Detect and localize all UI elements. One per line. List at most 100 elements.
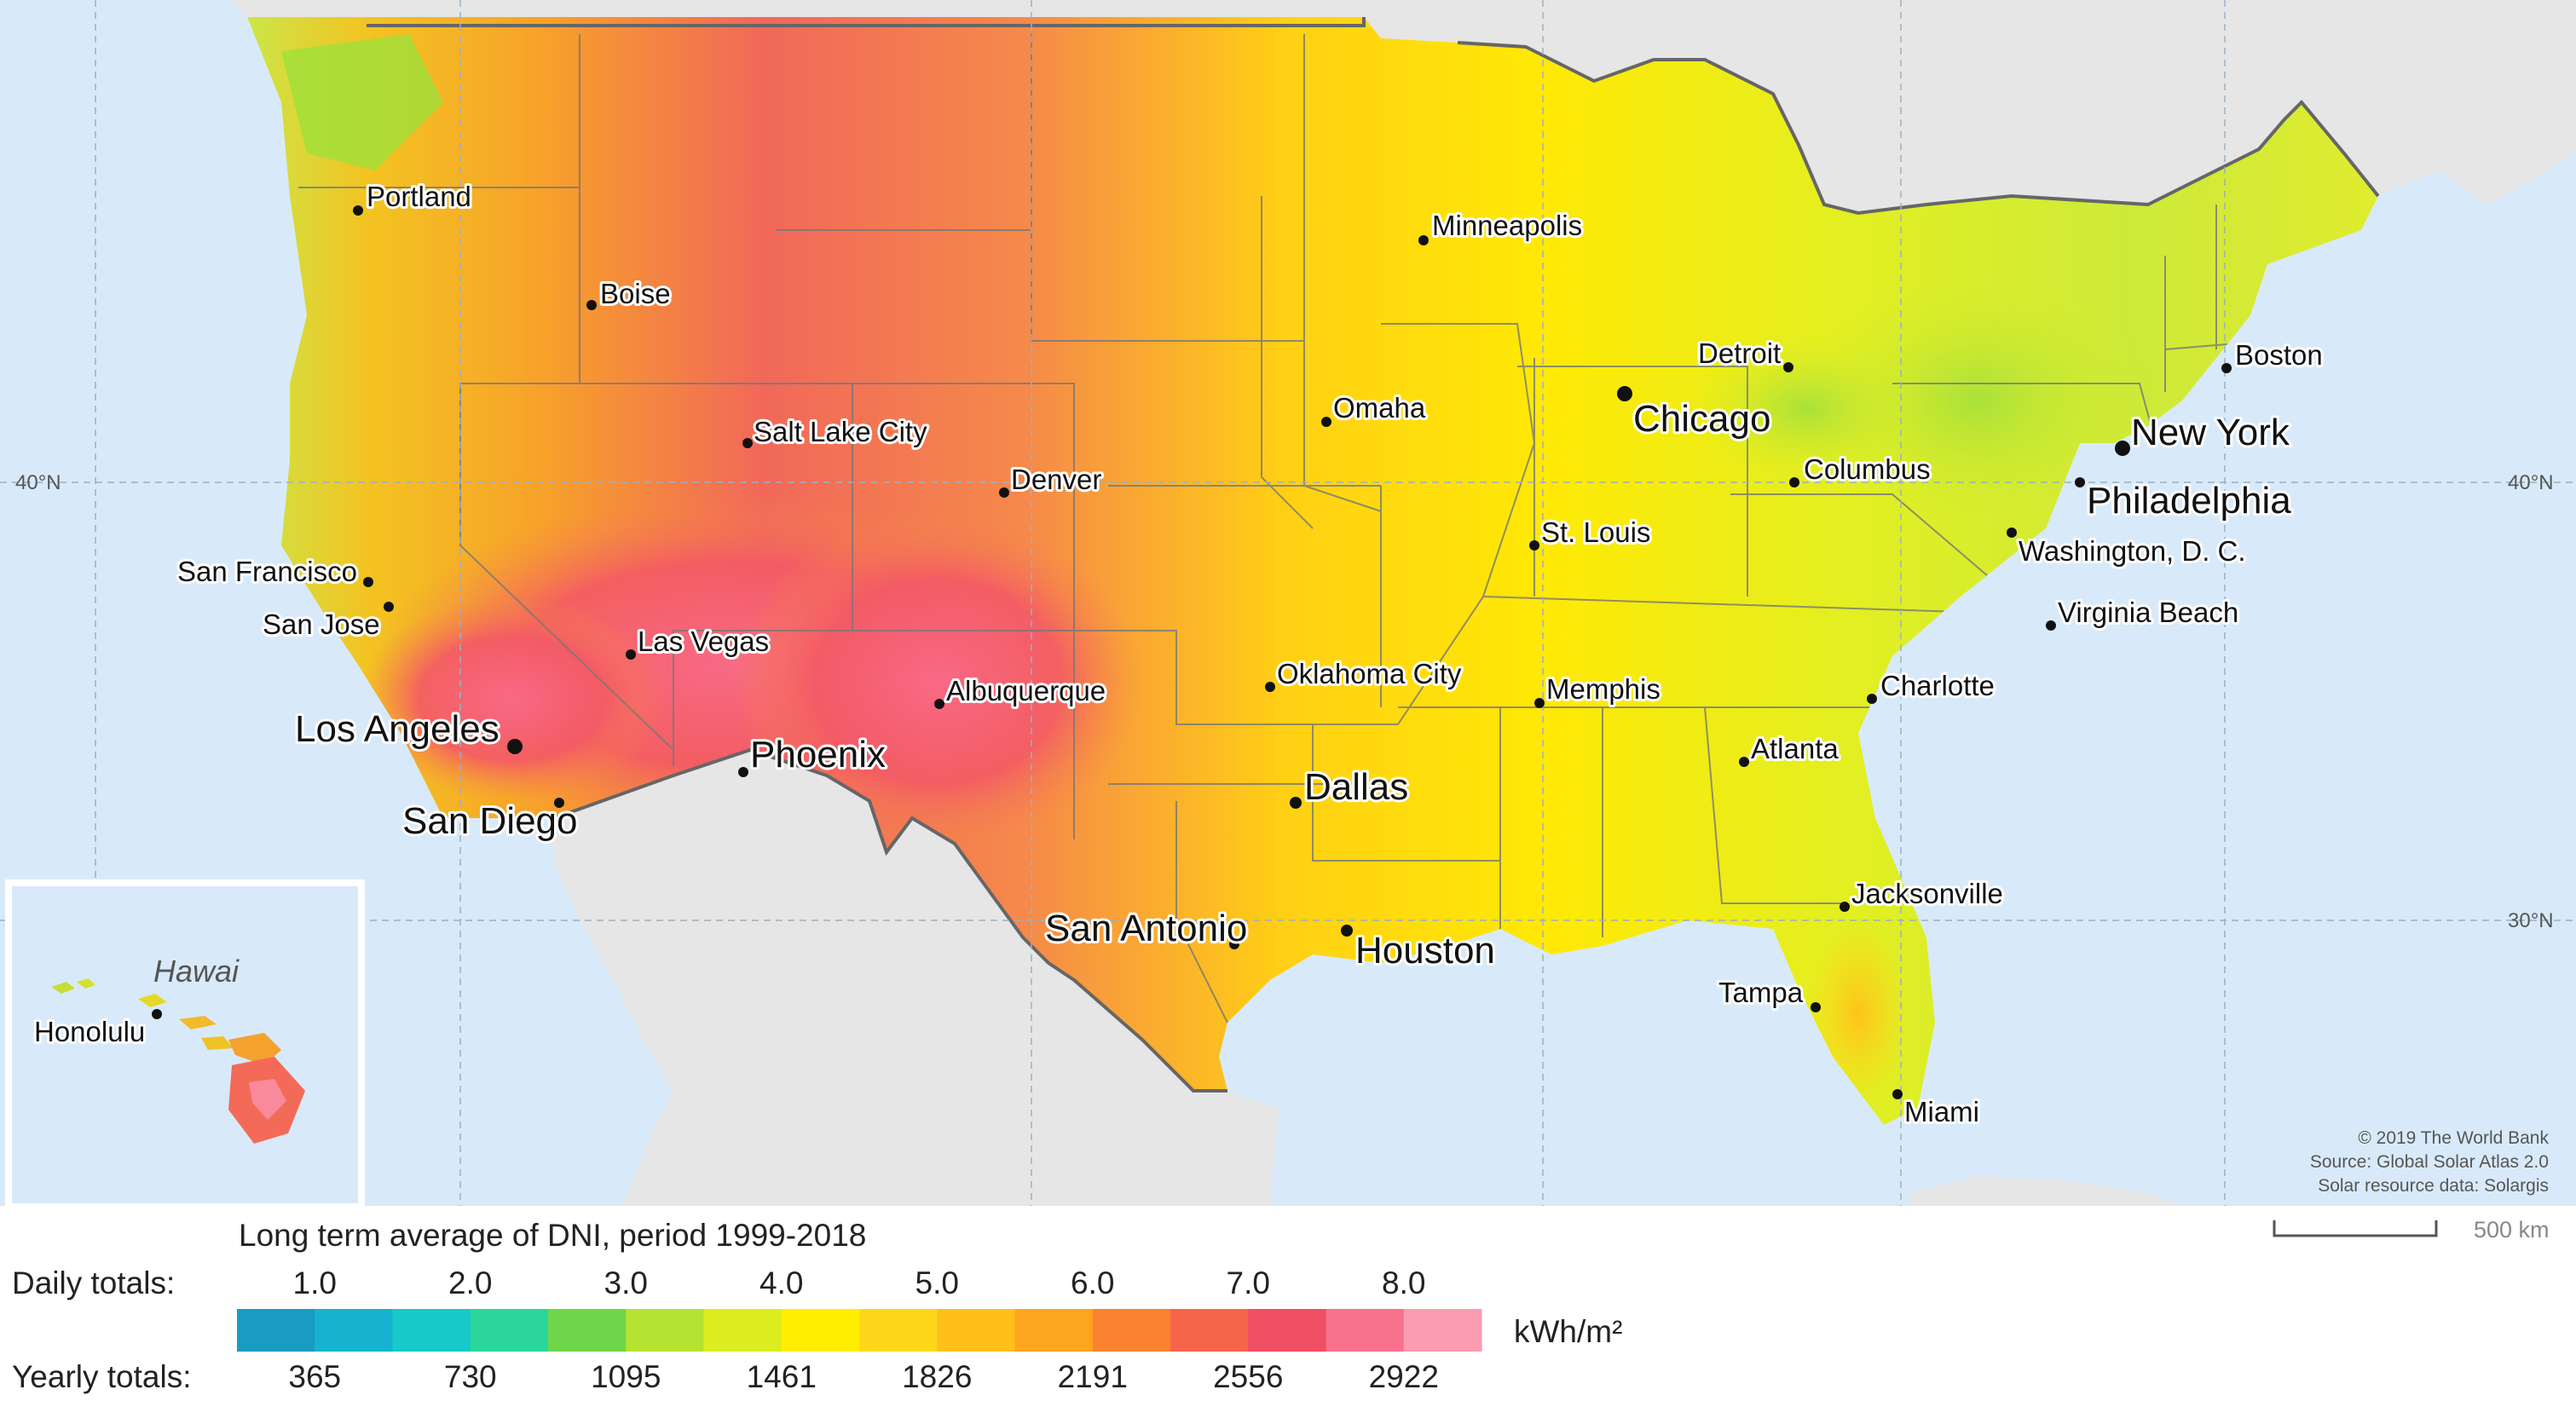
legend-swatch bbox=[626, 1309, 704, 1352]
city-label-detroit: Detroit bbox=[1698, 337, 1781, 369]
city-label-memphis: Memphis bbox=[1546, 673, 1661, 705]
cuba-land bbox=[1909, 1176, 2182, 1206]
city-dot-new-york[interactable] bbox=[2115, 441, 2130, 456]
legend-daily-tick: 4.0 bbox=[760, 1266, 803, 1300]
legend-swatch bbox=[1170, 1309, 1249, 1352]
city-label-denver: Denver bbox=[1011, 464, 1101, 495]
city-label-dallas: Dallas bbox=[1304, 766, 1408, 808]
city-label-phoenix: Phoenix bbox=[750, 734, 886, 775]
legend: Long term average of DNI, period 1999-20… bbox=[12, 1218, 1622, 1394]
city-dot-tampa[interactable] bbox=[1811, 1002, 1821, 1012]
hawaii-inset: Hawai bbox=[5, 879, 365, 1210]
city-label-honolulu: Honolulu bbox=[34, 1016, 145, 1047]
legend-swatch bbox=[1014, 1309, 1094, 1352]
city-label-st-louis: St. Louis bbox=[1541, 516, 1650, 548]
city-dot-san-diego[interactable] bbox=[554, 798, 564, 808]
international-border bbox=[367, 17, 2380, 1093]
legend-daily-label: Daily totals: bbox=[12, 1266, 175, 1300]
city-label-san-antonio: San Antonio bbox=[1045, 908, 1247, 949]
city-dot-atlanta[interactable] bbox=[1739, 757, 1749, 767]
city-label-washington: Washington, D. C. bbox=[2019, 535, 2246, 567]
city-dot-detroit[interactable] bbox=[1783, 362, 1793, 372]
hawaii-title: Hawai bbox=[153, 954, 240, 989]
credit-line-3: Solar resource data: Solargis bbox=[2318, 1176, 2549, 1196]
legend-swatch bbox=[470, 1309, 549, 1352]
city-label-jacksonville: Jacksonville bbox=[1851, 878, 2003, 909]
city-dot-houston[interactable] bbox=[1341, 925, 1353, 937]
city-dot-washington[interactable] bbox=[2007, 528, 2017, 538]
city-label-virginia-beach: Virginia Beach bbox=[2058, 597, 2238, 628]
legend-swatch bbox=[859, 1309, 938, 1352]
city-label-salt-lake-city: Salt Lake City bbox=[754, 416, 927, 447]
city-dot-virginia-beach[interactable] bbox=[2046, 620, 2056, 631]
city-dot-st-louis[interactable] bbox=[1529, 540, 1539, 551]
lat-label-30-right: 30°N bbox=[2508, 909, 2554, 932]
credit-line-1: © 2019 The World Bank bbox=[2358, 1128, 2549, 1148]
legend-swatch bbox=[1326, 1309, 1405, 1352]
city-dot-los-angeles[interactable] bbox=[507, 739, 523, 754]
city-dot-las-vegas[interactable] bbox=[626, 649, 636, 660]
city-dot-charlotte[interactable] bbox=[1867, 694, 1877, 704]
city-dot-philadelphia[interactable] bbox=[2075, 477, 2085, 487]
legend-daily-tick: 1.0 bbox=[293, 1266, 337, 1300]
city-dot-jacksonville[interactable] bbox=[1840, 902, 1850, 912]
legend-swatch bbox=[1248, 1309, 1326, 1352]
city-label-oklahoma-city: Oklahoma City bbox=[1277, 658, 1462, 689]
city-dot-portland[interactable] bbox=[353, 205, 363, 216]
legend-title: Long term average of DNI, period 1999-20… bbox=[239, 1218, 866, 1253]
city-dot-columbus[interactable] bbox=[1789, 477, 1799, 487]
legend-yearly-tick: 730 bbox=[444, 1359, 497, 1394]
city-dot-minneapolis[interactable] bbox=[1418, 235, 1429, 245]
legend-color-bar bbox=[237, 1309, 1482, 1352]
city-dot-dallas[interactable] bbox=[1290, 797, 1302, 809]
city-dot-miami[interactable] bbox=[1892, 1089, 1903, 1099]
city-dot-san-jose[interactable] bbox=[384, 602, 394, 612]
city-label-charlotte: Charlotte bbox=[1880, 670, 1995, 701]
city-dot-san-antonio[interactable] bbox=[1229, 939, 1239, 949]
city-dot-honolulu[interactable] bbox=[152, 1009, 162, 1019]
scale-bar-label: 500 km bbox=[2474, 1217, 2550, 1242]
legend-swatch bbox=[781, 1309, 860, 1352]
legend-yearly-tick: 365 bbox=[288, 1359, 341, 1394]
city-dot-chicago[interactable] bbox=[1617, 386, 1632, 401]
city-dot-memphis[interactable] bbox=[1534, 698, 1545, 708]
legend-swatch bbox=[315, 1309, 393, 1352]
city-dot-salt-lake-city[interactable] bbox=[742, 438, 753, 448]
legend-swatch bbox=[937, 1309, 1015, 1352]
legend-swatch bbox=[703, 1309, 783, 1352]
city-dot-boise[interactable] bbox=[586, 300, 597, 310]
city-dot-albuquerque[interactable] bbox=[934, 699, 944, 709]
legend-daily-tick: 6.0 bbox=[1071, 1266, 1114, 1300]
legend-daily-tick: 7.0 bbox=[1227, 1266, 1270, 1300]
legend-yearly-tick: 2922 bbox=[1369, 1359, 1439, 1394]
legend-daily-tick: 3.0 bbox=[604, 1266, 648, 1300]
city-dot-boston[interactable] bbox=[2221, 363, 2232, 373]
legend-daily-ticks: 1.0 2.0 3.0 4.0 5.0 6.0 7.0 8.0 bbox=[293, 1266, 1426, 1300]
legend-daily-tick: 5.0 bbox=[915, 1266, 959, 1300]
city-label-miami: Miami bbox=[1904, 1096, 1979, 1127]
city-label-boise: Boise bbox=[600, 278, 671, 309]
scale-bar: 500 km bbox=[2273, 1217, 2550, 1242]
legend-swatch bbox=[1092, 1309, 1171, 1352]
city-label-new-york: New York bbox=[2131, 412, 2290, 453]
credits: © 2019 The World Bank Source: Global Sol… bbox=[2310, 1128, 2550, 1196]
city-label-minneapolis: Minneapolis bbox=[1432, 210, 1582, 241]
city-label-philadelphia: Philadelphia bbox=[2087, 480, 2291, 522]
city-label-portland: Portland bbox=[367, 181, 471, 212]
legend-yearly-ticks: 365 730 1095 1461 1826 2191 2556 2922 bbox=[288, 1359, 1439, 1394]
city-dot-san-francisco[interactable] bbox=[363, 577, 373, 587]
city-dot-denver[interactable] bbox=[999, 487, 1009, 498]
city-dot-oklahoma-city[interactable] bbox=[1265, 682, 1275, 692]
city-dot-omaha[interactable] bbox=[1321, 417, 1331, 427]
city-label-atlanta: Atlanta bbox=[1751, 733, 1839, 764]
city-label-columbus: Columbus bbox=[1804, 453, 1931, 485]
legend-yearly-tick: 2556 bbox=[1213, 1359, 1283, 1394]
canada-land bbox=[230, 0, 2576, 213]
mexico-land bbox=[554, 750, 1279, 1206]
lat-label-40-right: 40°N bbox=[2508, 471, 2554, 494]
city-dot-phoenix[interactable] bbox=[738, 767, 748, 777]
credit-line-2: Source: Global Solar Atlas 2.0 bbox=[2310, 1152, 2549, 1172]
legend-unit: kWh/m² bbox=[1514, 1314, 1622, 1349]
city-label-las-vegas: Las Vegas bbox=[638, 626, 769, 657]
